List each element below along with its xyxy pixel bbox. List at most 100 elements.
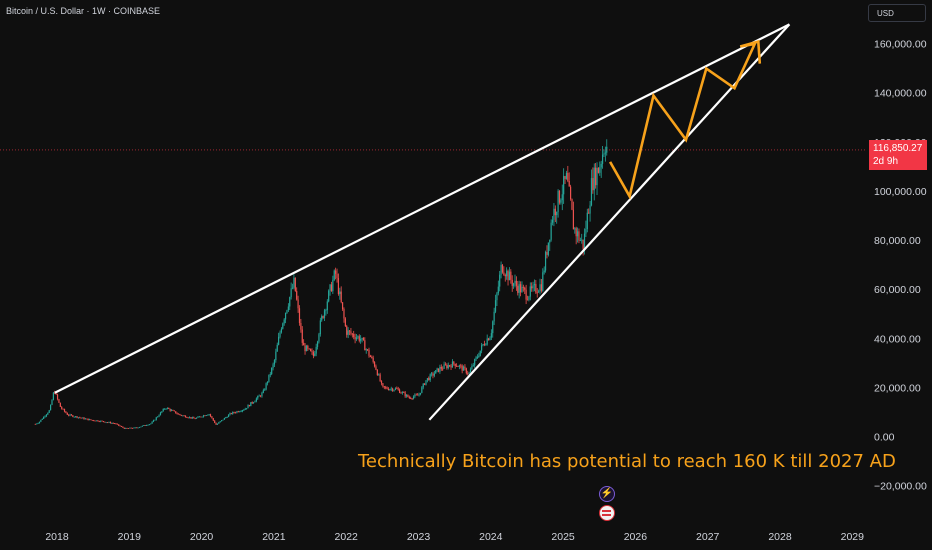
candle-body bbox=[531, 286, 533, 289]
candle-body bbox=[378, 374, 380, 376]
candle-body bbox=[227, 414, 230, 418]
candle-body bbox=[347, 330, 349, 335]
projection-path bbox=[608, 39, 762, 200]
candle-body bbox=[408, 397, 410, 398]
candle-body bbox=[504, 274, 506, 277]
candle-body bbox=[265, 383, 267, 390]
time-axis[interactable]: 2018 2019 2020 2021 2022 2023 2024 2025 2026 2027… bbox=[45, 531, 864, 543]
candle-body bbox=[284, 313, 287, 320]
candle-body bbox=[109, 422, 111, 424]
candle-body bbox=[187, 417, 189, 419]
candle-body bbox=[72, 415, 74, 417]
candle-body bbox=[483, 344, 486, 346]
candle-body bbox=[521, 286, 523, 293]
candle-body bbox=[218, 422, 220, 424]
candle-body bbox=[158, 415, 160, 417]
candle-body bbox=[219, 421, 221, 423]
candle-body bbox=[246, 408, 248, 409]
time-tick-label: 2018 bbox=[45, 531, 69, 543]
time-tick-label: 2023 bbox=[407, 531, 431, 543]
candle-body bbox=[298, 308, 301, 323]
candle-body bbox=[182, 415, 184, 417]
time-tick-label: 2027 bbox=[696, 531, 720, 543]
candle-body bbox=[289, 297, 291, 307]
candle-body bbox=[272, 364, 274, 368]
time-tick-label: 2029 bbox=[841, 531, 865, 543]
candle-body bbox=[500, 264, 502, 275]
price-tick-label: 100,000.00 bbox=[874, 186, 927, 198]
candle-body bbox=[419, 392, 422, 395]
candle-body bbox=[547, 242, 549, 255]
candle-body bbox=[310, 348, 312, 352]
candle-body bbox=[461, 365, 463, 371]
candle-body bbox=[291, 287, 294, 289]
candle-body bbox=[471, 365, 473, 370]
candle-body bbox=[476, 357, 479, 358]
candle-body bbox=[214, 420, 216, 423]
candle-body bbox=[198, 416, 200, 418]
candle-body bbox=[305, 345, 308, 352]
candle-body bbox=[212, 418, 214, 421]
candle-body bbox=[432, 373, 434, 376]
candle-body bbox=[155, 417, 157, 420]
candle-body bbox=[179, 413, 181, 415]
candle-body bbox=[244, 408, 246, 410]
candle-body bbox=[371, 357, 373, 358]
candle-body bbox=[536, 292, 538, 294]
candle-body bbox=[553, 208, 555, 220]
candle-body bbox=[543, 270, 545, 273]
candle-body bbox=[126, 427, 128, 429]
candle-body bbox=[191, 417, 194, 419]
candle-body bbox=[95, 420, 98, 422]
candle-body bbox=[407, 394, 409, 398]
symbol-title: Bitcoin / U.S. Dollar · 1W · COINBASE bbox=[6, 6, 161, 16]
us-flag-icon[interactable] bbox=[599, 505, 615, 521]
candle-body bbox=[207, 414, 209, 416]
candle-body bbox=[183, 415, 185, 417]
candle-body bbox=[458, 365, 460, 367]
candle-body bbox=[258, 395, 260, 397]
candle-body bbox=[211, 416, 213, 419]
candle-body bbox=[278, 336, 280, 345]
candle-body bbox=[115, 423, 117, 425]
price-axis[interactable]: 160,000.00140,000.00120,000.00100,000.00… bbox=[866, 0, 932, 550]
currency-button[interactable]: USD bbox=[868, 4, 926, 22]
candle-body bbox=[45, 414, 48, 417]
candle-body bbox=[47, 412, 49, 415]
last-price-tag: 116,850.27 2d 9h bbox=[869, 140, 927, 170]
candle-body bbox=[268, 374, 270, 382]
candle-body bbox=[398, 389, 401, 393]
candle-body bbox=[375, 366, 377, 370]
candle-body bbox=[315, 346, 317, 354]
candle-body bbox=[557, 190, 559, 213]
candle-body bbox=[123, 427, 125, 429]
candle-body bbox=[372, 357, 374, 362]
price-tick-label: 60,000.00 bbox=[874, 284, 921, 296]
candle-body bbox=[336, 273, 338, 279]
lightning-icon[interactable]: ⚡ bbox=[599, 486, 615, 502]
candle-body bbox=[52, 392, 54, 400]
candle-body bbox=[571, 199, 573, 210]
candle-body bbox=[446, 364, 448, 369]
candle-body bbox=[348, 330, 351, 332]
candle-body bbox=[439, 366, 441, 372]
candle-body bbox=[392, 388, 394, 391]
candle-body bbox=[237, 411, 239, 413]
candle-body bbox=[468, 372, 470, 374]
candle-body bbox=[333, 270, 335, 280]
candle-body bbox=[138, 426, 141, 428]
candle-body bbox=[140, 426, 142, 428]
candle-body bbox=[133, 427, 135, 429]
candle-body bbox=[549, 239, 551, 243]
time-tick-label: 2020 bbox=[190, 531, 214, 543]
candle-body bbox=[444, 364, 447, 366]
candle-body bbox=[314, 353, 316, 356]
candle-body bbox=[259, 395, 262, 397]
candle-body bbox=[535, 284, 537, 293]
candle-body bbox=[166, 407, 168, 409]
candle-body bbox=[232, 412, 234, 414]
trendline-lower bbox=[428, 23, 791, 421]
candle-body bbox=[266, 381, 269, 384]
